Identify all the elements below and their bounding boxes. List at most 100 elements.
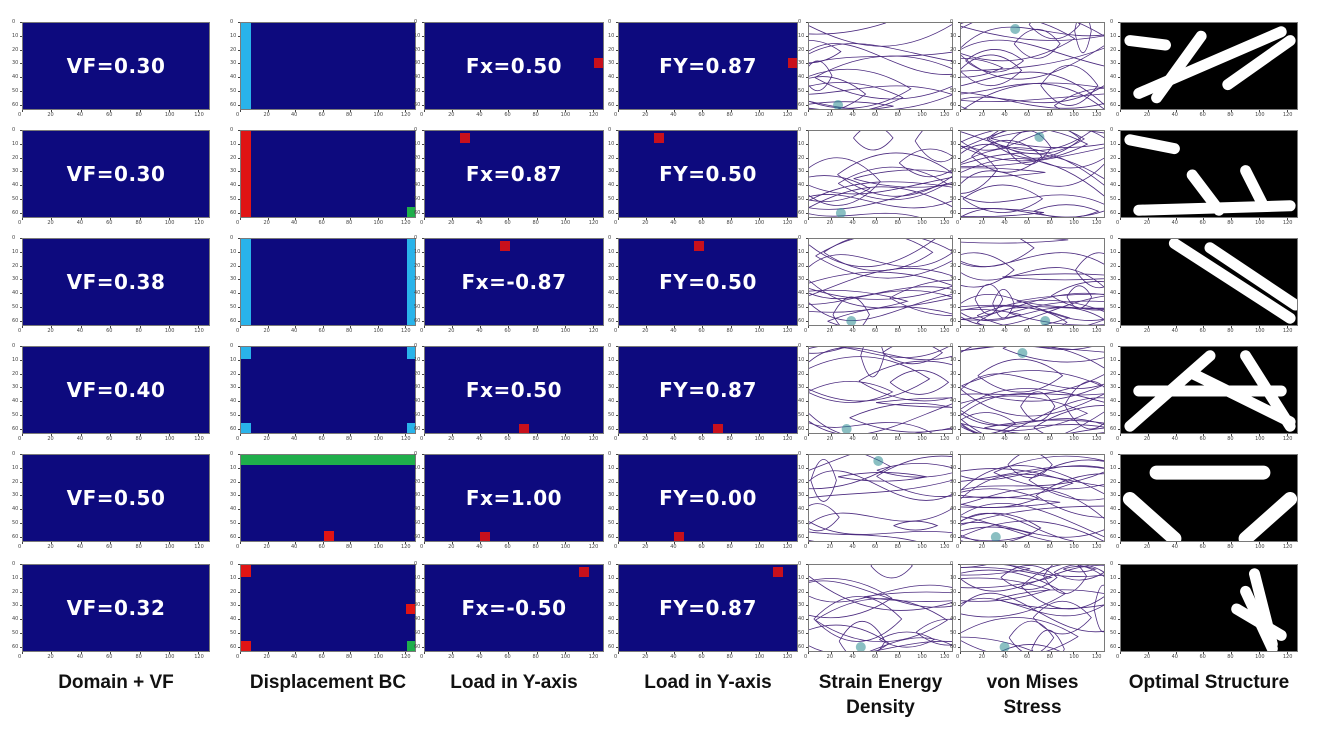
x-tick-mark (1095, 218, 1097, 220)
x-tick-label: 100 (917, 544, 927, 550)
volume-fraction-label: VF=0.30 (66, 162, 166, 186)
y-tick-mark (806, 454, 808, 455)
y-tick-mark (422, 454, 424, 455)
x-tick-label: 0 (614, 328, 618, 334)
x-tick-label: 20 (1143, 328, 1151, 334)
bc-xy-left (241, 131, 251, 217)
x-tick-label: 20 (978, 328, 986, 334)
y-tick-mark (20, 185, 22, 186)
y-tick-mark (1118, 495, 1120, 497)
x-tick-label: 20 (448, 544, 455, 550)
x-tick-mark (982, 110, 984, 112)
y-tick-mark (616, 591, 618, 593)
y-tick-label: 40 (798, 398, 805, 404)
x-tick-mark (452, 542, 454, 544)
x-tick-label: 120 (1282, 436, 1293, 442)
contour-line (876, 462, 952, 478)
contour-line (838, 166, 948, 200)
y-tick-label: 50 (1110, 303, 1117, 310)
y-tick-label: 40 (608, 74, 615, 80)
y-tick-mark (806, 401, 808, 402)
x-tick-label: 80 (1046, 112, 1053, 118)
x-tick-label: 20 (448, 328, 455, 334)
x-tick-label: 40 (1001, 654, 1008, 660)
x-tick-label: 40 (291, 220, 298, 226)
y-tick-label: 10 (1110, 356, 1117, 363)
y-tick-label: 40 (12, 290, 19, 296)
plot-area (960, 454, 1105, 542)
x-tick-label: 80 (894, 654, 901, 660)
x-tick-label: 100 (164, 436, 175, 442)
y-tick-mark (958, 414, 960, 416)
x-tick-label: 100 (917, 112, 927, 118)
contour-line (809, 584, 952, 603)
x-tick-mark (452, 652, 454, 654)
x-tick-label: 0 (420, 328, 424, 334)
y-tick-label: 30 (798, 384, 805, 391)
y-tick-label: 30 (950, 276, 957, 283)
plot-area (808, 346, 953, 434)
x-tick-label: 100 (373, 436, 384, 442)
y-tick-mark (806, 320, 808, 322)
x-tick-label: 20 (47, 112, 54, 118)
y-tick-label: 10 (608, 140, 615, 147)
x-tick-mark (139, 326, 141, 328)
y-tick-mark (422, 564, 424, 565)
x-tick-mark (1027, 326, 1029, 328)
y-tick-label: 60 (1110, 425, 1117, 432)
x-tick-mark (1073, 652, 1075, 654)
contour-line (809, 40, 842, 64)
contour-line (961, 45, 1104, 80)
contour-line (1009, 300, 1104, 325)
contour-line (961, 39, 1104, 67)
x-tick-mark (350, 218, 351, 220)
x-tick-label: 40 (76, 654, 84, 660)
y-tick-label: 60 (798, 425, 805, 432)
contour-field (961, 455, 1104, 541)
x-tick-label: 100 (917, 328, 927, 334)
y-tick-mark (1118, 509, 1120, 510)
x-tick-label: 120 (1282, 328, 1293, 334)
y-tick-label: 50 (950, 629, 957, 636)
x-tick-mark (295, 326, 296, 328)
x-tick-label: 60 (504, 436, 511, 442)
y-tick-label: 30 (230, 168, 237, 175)
contour-line (809, 479, 952, 499)
y-tick-label: 60 (1110, 317, 1117, 324)
contour-line (809, 413, 952, 433)
x-tick-label: 40 (1171, 544, 1178, 550)
x-tick-mark (564, 652, 566, 654)
contour-line (809, 286, 952, 300)
x-tick-mark (110, 652, 112, 654)
contour-line (961, 512, 1042, 541)
y-tick-mark (806, 306, 808, 308)
x-tick-mark (51, 218, 53, 220)
y-tick-mark (806, 22, 808, 23)
x-tick-mark (921, 218, 923, 220)
contour-line (809, 455, 892, 490)
load-node (499, 240, 510, 251)
panel-loady-row-1: FY=0.87 0 20 40 60 80 100 120 0 10 20 30 40 50 60 (608, 20, 798, 118)
y-tick-mark (1118, 77, 1120, 78)
x-tick-label: 40 (849, 544, 856, 550)
contour-field (961, 347, 1104, 433)
x-tick-label: 60 (698, 328, 705, 334)
y-tick-label: 30 (608, 168, 615, 175)
solid-member (1240, 350, 1296, 432)
y-tick-label: 30 (798, 168, 805, 175)
x-tick-mark (702, 652, 704, 654)
x-tick-mark (730, 542, 732, 544)
y-tick-label: 0 (414, 127, 418, 133)
load-fy-label: FY=0.87 (659, 54, 757, 78)
stress-concentration (835, 208, 846, 217)
y-tick-mark (806, 293, 808, 294)
y-tick-mark (1118, 238, 1120, 239)
x-tick-label: 40 (670, 112, 677, 118)
contour-line (1009, 565, 1104, 577)
contour-line (809, 157, 881, 206)
x-tick-label: 120 (939, 112, 950, 118)
y-tick-mark (958, 481, 960, 483)
y-tick-label: 30 (798, 602, 805, 609)
y-tick-mark (616, 198, 618, 200)
y-tick-mark (422, 238, 424, 239)
